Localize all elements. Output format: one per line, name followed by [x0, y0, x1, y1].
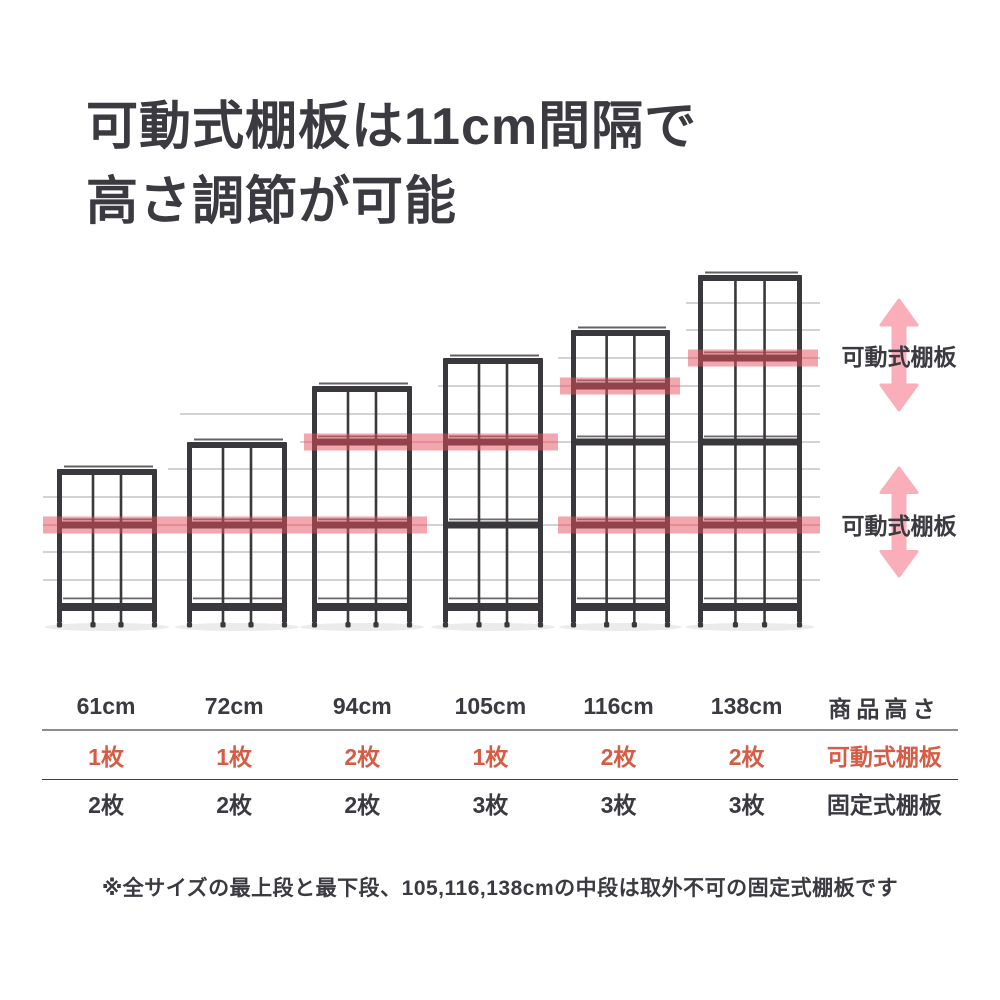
movable-shelf-highlight-band	[560, 377, 680, 395]
spec-header-72cm: 72cm	[204, 693, 264, 719]
spec-header-116cm: 116cm	[583, 693, 654, 719]
spec-cell: 3枚	[728, 792, 765, 818]
movable-shelf-highlight-band	[558, 516, 820, 534]
shelf-unit-72cm	[175, 438, 299, 631]
spec-cell: 3枚	[600, 792, 637, 818]
spec-cell: 2枚	[344, 744, 381, 770]
spec-fixed-row: 2枚 2枚 2枚 3枚 3枚 3枚 固定式棚板	[42, 780, 958, 826]
spec-cell: 2枚	[344, 792, 381, 818]
spec-movable-row: 1枚 1枚 2枚 1枚 2枚 2枚 可動式棚板	[42, 731, 958, 780]
page-title-line1: 可動式棚板は11cm間隔で	[86, 98, 698, 156]
spec-cell: 1枚	[88, 744, 124, 770]
spec-cell: 2枚	[600, 744, 637, 770]
spec-header-61cm: 61cm	[76, 693, 136, 719]
spec-cell: 1枚	[472, 744, 509, 770]
spec-row-label-movable: 可動式棚板	[826, 744, 942, 770]
spec-header-row: 61cm 72cm 94cm 105cm 116cm 138cm 商品高さ	[42, 684, 958, 731]
spec-cell: 2枚	[728, 744, 765, 770]
spec-header-94cm: 94cm	[332, 693, 392, 719]
shelf-unit-105cm	[431, 354, 555, 631]
spec-row-label-fixed: 固定式棚板	[826, 792, 942, 818]
spec-header-138cm: 138cm	[710, 693, 783, 719]
page-title-line2: 高さ調節が可能	[86, 173, 458, 231]
shelf-unit-61cm	[45, 465, 169, 631]
spec-table: 61cm 72cm 94cm 105cm 116cm 138cm 商品高さ 1枚…	[42, 684, 958, 826]
page-title: 可動式棚板は11cm間隔で 高さ調節が可能	[86, 90, 697, 240]
movable-shelf-annotation-top: 可動式棚板	[829, 298, 969, 416]
movable-shelf-highlight-band	[43, 516, 427, 534]
spec-cell: 1枚	[216, 744, 253, 770]
shelf-unit-138cm	[685, 271, 815, 631]
movable-shelf-annotation-bottom: 可動式棚板	[829, 466, 969, 584]
up-down-arrow-icon	[879, 298, 919, 412]
spec-cell: 3枚	[472, 792, 509, 818]
spec-cell: 2枚	[216, 792, 253, 818]
shelf-unit-94cm	[300, 382, 424, 631]
movable-shelf-highlight-band	[688, 349, 818, 367]
movable-shelf-label: 可動式棚板	[841, 513, 957, 539]
spec-header-105cm: 105cm	[454, 693, 527, 719]
shelf-unit-116cm	[559, 326, 682, 631]
footnote: ※全サイズの最上段と最下段、105,116,138cmの中段は取外不可の固定式棚…	[101, 877, 899, 900]
spec-cell: 2枚	[88, 792, 124, 818]
spec-header-product-height: 商品高さ	[828, 695, 941, 722]
movable-shelf-label: 可動式棚板	[841, 344, 957, 370]
up-down-arrow-icon	[879, 466, 919, 578]
movable-shelf-highlight-band	[304, 433, 558, 451]
